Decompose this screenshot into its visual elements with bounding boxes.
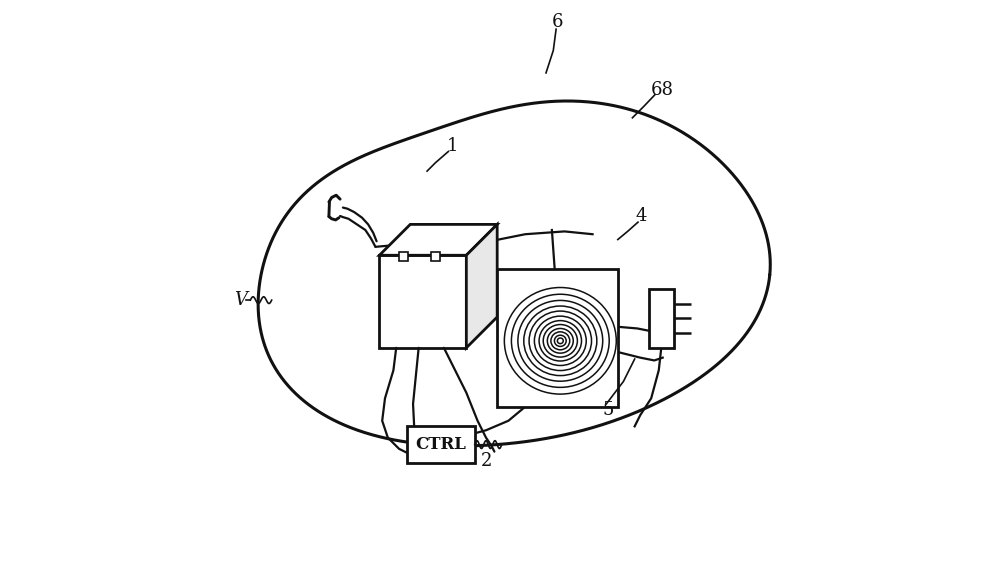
Text: 68: 68 [651, 81, 674, 99]
Text: CTRL: CTRL [416, 436, 467, 453]
Text: 4: 4 [636, 207, 647, 225]
Text: 2: 2 [481, 452, 492, 470]
Bar [431, 252, 440, 261]
Polygon shape [379, 224, 497, 255]
Text: 1: 1 [447, 137, 458, 155]
Bar [399, 252, 408, 261]
Text: V: V [234, 291, 247, 309]
Text: 6: 6 [552, 13, 564, 31]
Polygon shape [466, 224, 497, 348]
Bar [649, 289, 674, 348]
Bar [497, 269, 618, 407]
Text: 5: 5 [603, 401, 614, 419]
Bar [407, 426, 475, 463]
